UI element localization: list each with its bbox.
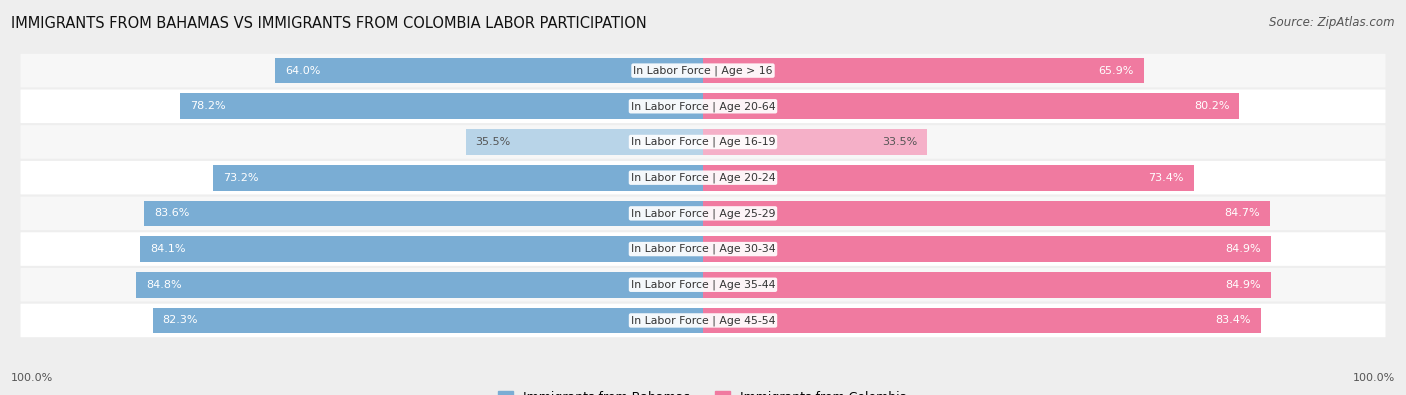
FancyBboxPatch shape <box>21 125 1385 159</box>
Text: 100.0%: 100.0% <box>1353 373 1395 383</box>
Bar <box>214 165 703 190</box>
Text: 84.7%: 84.7% <box>1223 209 1260 218</box>
Bar <box>703 58 1144 83</box>
Bar <box>143 201 703 226</box>
Text: 80.2%: 80.2% <box>1194 101 1229 111</box>
Text: 84.1%: 84.1% <box>150 244 186 254</box>
Bar <box>141 236 703 262</box>
Text: 65.9%: 65.9% <box>1098 66 1133 75</box>
Bar <box>703 165 1194 190</box>
Text: 83.4%: 83.4% <box>1215 316 1251 325</box>
Text: IMMIGRANTS FROM BAHAMAS VS IMMIGRANTS FROM COLOMBIA LABOR PARTICIPATION: IMMIGRANTS FROM BAHAMAS VS IMMIGRANTS FR… <box>11 16 647 31</box>
Bar <box>703 129 927 155</box>
Text: 64.0%: 64.0% <box>285 66 321 75</box>
Bar <box>152 308 703 333</box>
Bar <box>136 272 703 297</box>
Text: In Labor Force | Age 35-44: In Labor Force | Age 35-44 <box>631 280 775 290</box>
Text: In Labor Force | Age 20-24: In Labor Force | Age 20-24 <box>631 173 775 183</box>
Text: 82.3%: 82.3% <box>163 316 198 325</box>
FancyBboxPatch shape <box>21 197 1385 230</box>
Text: 100.0%: 100.0% <box>11 373 53 383</box>
Legend: Immigrants from Bahamas, Immigrants from Colombia: Immigrants from Bahamas, Immigrants from… <box>494 386 912 395</box>
Text: 33.5%: 33.5% <box>882 137 917 147</box>
Bar <box>703 94 1240 119</box>
Text: 78.2%: 78.2% <box>190 101 225 111</box>
Text: In Labor Force | Age 45-54: In Labor Force | Age 45-54 <box>631 315 775 326</box>
Text: 84.9%: 84.9% <box>1225 280 1261 290</box>
FancyBboxPatch shape <box>21 304 1385 337</box>
Bar <box>703 236 1271 262</box>
FancyBboxPatch shape <box>21 54 1385 87</box>
Text: 83.6%: 83.6% <box>153 209 190 218</box>
Text: 73.4%: 73.4% <box>1149 173 1184 182</box>
FancyBboxPatch shape <box>21 90 1385 123</box>
Text: In Labor Force | Age 25-29: In Labor Force | Age 25-29 <box>631 208 775 218</box>
Text: 84.9%: 84.9% <box>1225 244 1261 254</box>
Bar <box>465 129 703 155</box>
Text: In Labor Force | Age 30-34: In Labor Force | Age 30-34 <box>631 244 775 254</box>
Bar <box>703 308 1261 333</box>
FancyBboxPatch shape <box>21 232 1385 266</box>
Bar <box>276 58 703 83</box>
FancyBboxPatch shape <box>21 268 1385 301</box>
Bar <box>180 94 703 119</box>
FancyBboxPatch shape <box>21 161 1385 194</box>
Text: In Labor Force | Age > 16: In Labor Force | Age > 16 <box>633 65 773 76</box>
Text: Source: ZipAtlas.com: Source: ZipAtlas.com <box>1270 16 1395 29</box>
Text: 84.8%: 84.8% <box>146 280 181 290</box>
Text: 73.2%: 73.2% <box>224 173 259 182</box>
Text: In Labor Force | Age 16-19: In Labor Force | Age 16-19 <box>631 137 775 147</box>
Bar <box>703 272 1271 297</box>
Bar <box>703 201 1270 226</box>
Text: In Labor Force | Age 20-64: In Labor Force | Age 20-64 <box>631 101 775 111</box>
Text: 35.5%: 35.5% <box>475 137 510 147</box>
